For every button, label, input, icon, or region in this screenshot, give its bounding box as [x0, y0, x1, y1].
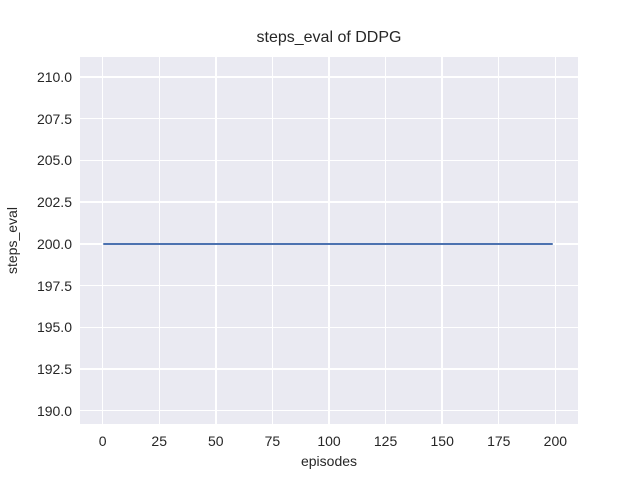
y-tick-label: 192.5: [36, 360, 72, 377]
x-tick-label: 50: [208, 433, 224, 449]
x-tick-label: 100: [317, 433, 341, 449]
x-tick-label: 150: [430, 433, 454, 449]
gridline-vertical: [498, 57, 500, 424]
gridline-vertical: [328, 57, 330, 424]
series-line-ddpg-steps-eval: [102, 242, 554, 245]
x-tick-label: 25: [151, 433, 168, 449]
y-tick-label: 200.0: [36, 235, 72, 252]
x-tick-label: 125: [373, 433, 398, 449]
y-tick-label: 195.0: [36, 319, 72, 336]
gridline-vertical: [101, 57, 104, 424]
y-tick-label: 197.5: [36, 277, 72, 294]
x-tick-label: 175: [487, 433, 511, 449]
gridline-vertical: [554, 57, 557, 424]
gridline-horizontal: [80, 118, 578, 120]
y-tick-label: 210.0: [36, 69, 72, 86]
plot-area: [80, 57, 578, 424]
gridline-horizontal: [80, 76, 578, 78]
y-tick-label: 207.5: [36, 110, 72, 127]
y-tick-label: 205.0: [36, 152, 72, 169]
gridline-vertical: [215, 57, 217, 424]
gridline-horizontal: [80, 159, 578, 162]
gridline-vertical: [384, 57, 387, 424]
gridline-vertical: [271, 57, 274, 424]
gridline-vertical: [158, 57, 160, 424]
x-tick-label: 0: [98, 433, 107, 449]
gridline-horizontal: [80, 326, 578, 328]
gridline-horizontal: [80, 201, 578, 203]
x-axis-label: episodes: [300, 453, 358, 469]
x-tick-label: 200: [543, 433, 568, 449]
x-tick-label: 75: [264, 433, 281, 449]
chart-title: steps_eval of DDPG: [256, 29, 402, 46]
gridline-vertical: [441, 57, 443, 424]
y-tick-label: 202.5: [36, 194, 72, 211]
gridline-horizontal: [80, 284, 578, 287]
y-tick-label: 190.0: [36, 402, 72, 419]
gridline-horizontal: [80, 409, 578, 412]
gridline-horizontal: [80, 368, 578, 370]
